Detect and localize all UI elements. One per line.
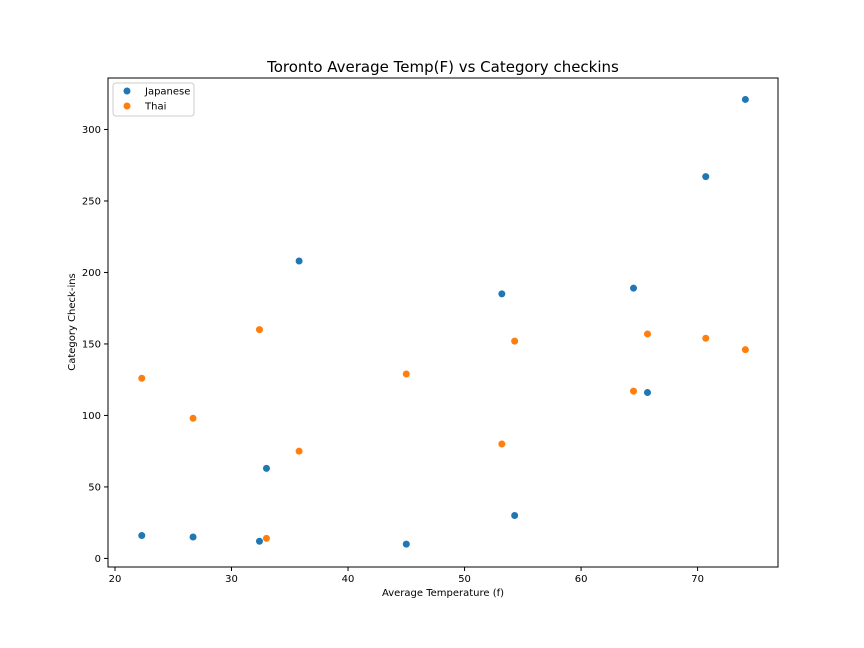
thai-point (262, 534, 270, 542)
y-tick-label: 200 (82, 268, 101, 279)
japanese-point (511, 512, 519, 520)
x-tick-label: 60 (575, 574, 588, 585)
x-axis-label: Average Temperature (f) (382, 588, 504, 599)
thai-point (630, 387, 638, 395)
thai-point (402, 370, 410, 378)
japanese-point (498, 290, 506, 298)
thai-point (511, 337, 519, 345)
thai-point (498, 440, 506, 448)
y-axis-label: Category Check-ins (67, 273, 78, 371)
legend-marker-thai (123, 102, 131, 110)
legend-label-japanese: Japanese (144, 87, 190, 98)
legend-marker-japanese (123, 87, 131, 95)
y-tick-label: 300 (82, 125, 101, 136)
japanese-point (402, 540, 410, 548)
x-tick-label: 40 (342, 574, 355, 585)
y-tick-label: 100 (82, 411, 101, 422)
japanese-point (189, 533, 197, 541)
japanese-point (643, 389, 651, 397)
y-tick-label: 150 (82, 339, 101, 350)
y-tick-label: 250 (82, 196, 101, 207)
x-tick-label: 50 (458, 574, 471, 585)
thai-point (138, 374, 146, 382)
y-tick-label: 50 (88, 482, 101, 493)
plot-area-frame (107, 77, 779, 568)
thai-point (255, 326, 263, 334)
chart-title: Toronto Average Temp(F) vs Category chec… (266, 58, 619, 76)
japanese-point (702, 173, 710, 181)
japanese-point (255, 537, 263, 545)
japanese-point (262, 464, 270, 472)
japanese-point (295, 257, 303, 265)
japanese-point (741, 95, 749, 103)
japanese-point (138, 532, 146, 540)
y-tick-label: 0 (95, 554, 101, 565)
x-axis-ticks: 20 30 40 50 60 70 (109, 567, 704, 585)
legend-label-thai: Thai (144, 102, 166, 113)
x-tick-label: 20 (109, 574, 122, 585)
data-points (138, 95, 749, 548)
legend-box (112, 82, 195, 117)
thai-point (741, 346, 749, 354)
japanese-point (630, 284, 638, 292)
thai-point (189, 414, 197, 422)
x-tick-label: 30 (225, 574, 238, 585)
thai-point (702, 334, 710, 342)
thai-point (295, 447, 303, 455)
thai-point (643, 330, 651, 338)
legend: Japanese Thai (112, 82, 195, 117)
x-tick-label: 70 (691, 574, 704, 585)
y-axis-ticks: 0 50 100 150 200 250 300 (82, 125, 108, 565)
